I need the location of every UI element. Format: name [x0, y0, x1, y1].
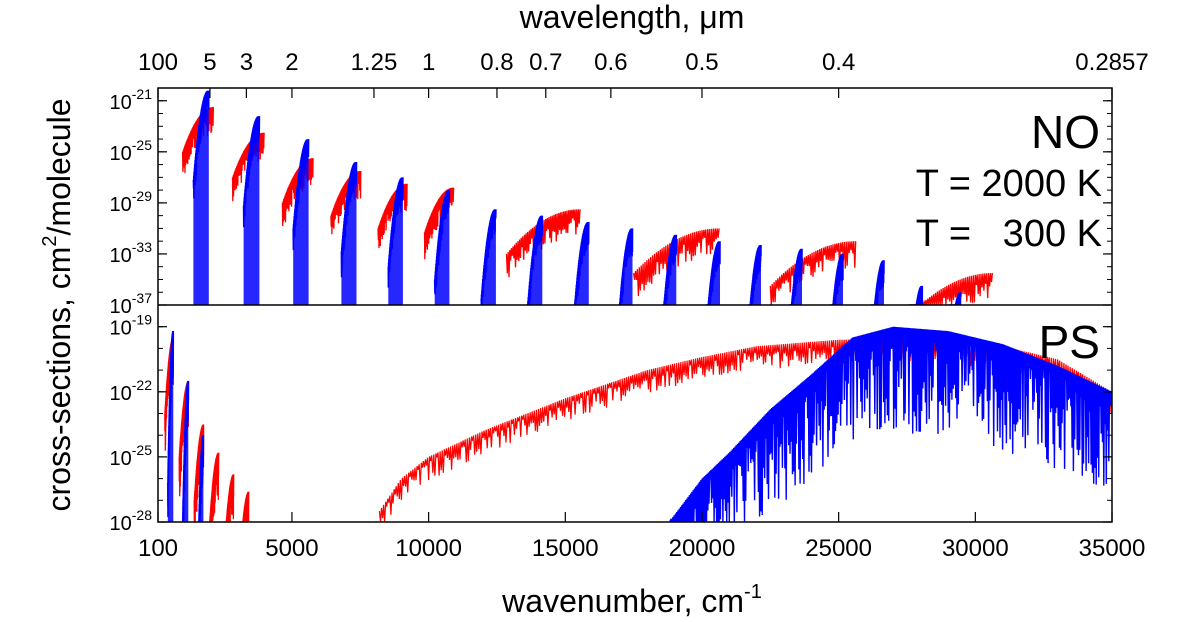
y-tick-label: 10-21 — [110, 86, 153, 114]
top-tick-label: 3 — [240, 49, 253, 76]
continuum-ps-cold — [669, 326, 1112, 522]
band-fill-ps-2 — [197, 435, 204, 522]
plot-area-no — [181, 90, 994, 305]
band-ps-hot-5 — [239, 491, 250, 522]
band-fill-no-4 — [388, 177, 403, 305]
top-axis-title: wavelength, μm — [519, 0, 745, 35]
y-tick-base: 10 — [110, 92, 132, 114]
top-axis-ticks: 100 5 3 2 1.25 1 0.8 0.7 0.6 0.5 0.4 0.2857 — [138, 49, 1149, 98]
x-axis-title-main: wavenumber, cm — [501, 583, 744, 619]
y-axis-title-main: cross-sections, cm — [41, 247, 77, 512]
series-no-300k — [192, 90, 962, 305]
band-fill-ps-0 — [167, 331, 174, 522]
y-tick-exp: -29 — [132, 188, 152, 204]
band-fill-no-2 — [293, 139, 309, 305]
y-tick-base: 10 — [110, 245, 132, 267]
y-tick-exp: -28 — [132, 507, 152, 523]
y-tick-base: 10 — [110, 448, 132, 470]
band-fill-no-14 — [829, 253, 843, 305]
top-tick-label: 0.6 — [594, 49, 627, 76]
x-tick-label: 15000 — [532, 535, 599, 562]
x-tick-label: 5000 — [265, 535, 318, 562]
y-axis-title: cross-sections, cm2/molecule — [39, 98, 77, 511]
y-tick-exp: -22 — [132, 377, 152, 393]
y-tick-label: 10-25 — [110, 442, 153, 470]
band-fill-no-9 — [618, 228, 633, 305]
top-tick-label: 0.8 — [480, 49, 513, 76]
top-tick-label: 100 — [138, 49, 178, 76]
top-tick-label: 0.4 — [822, 49, 855, 76]
y-tick-label: 10-22 — [110, 377, 153, 405]
band-fill-no-5 — [434, 190, 450, 305]
x-axis-title-sup: -1 — [744, 581, 762, 603]
x-axis-title: wavenumber, cm-1 — [501, 581, 762, 619]
top-tick-label: 1 — [422, 49, 435, 76]
legend-entry-300k: T = 300 K — [916, 213, 1102, 255]
y-axis-title-sup: 2 — [39, 235, 61, 246]
x-tick-label: 100 — [138, 535, 178, 562]
band-fill-no-10 — [662, 234, 677, 305]
band-no-hot-6 — [505, 209, 581, 278]
y-tick-label: 10-37 — [110, 290, 153, 318]
band-fill-no-11 — [706, 241, 720, 305]
y-tick-exp: -19 — [132, 312, 152, 328]
top-tick-label: 0.2857 — [1075, 49, 1148, 76]
x-tick-label: 25000 — [805, 535, 872, 562]
band-fill-no-12 — [747, 245, 761, 305]
x-tick-label: 10000 — [395, 535, 462, 562]
plot-area-ps — [164, 326, 1112, 522]
band-fill-no-6 — [481, 209, 496, 305]
band-fill-no-17 — [948, 292, 961, 305]
series-ps-300k — [167, 326, 1112, 522]
band-fill-no-3 — [341, 162, 357, 305]
y-tick-base: 10 — [110, 318, 132, 340]
top-tick-label: 1.25 — [351, 49, 398, 76]
panel-label-ps: PS — [1039, 316, 1100, 368]
y-tick-label: 10-19 — [110, 312, 153, 340]
band-ps-hot-3 — [209, 452, 220, 522]
y-axis-title-rest: /molecule — [41, 98, 77, 235]
band-fill-no-7 — [527, 215, 543, 305]
y-tick-label: 10-33 — [110, 239, 153, 267]
y-tick-exp: -33 — [132, 239, 152, 255]
x-tick-label: 20000 — [669, 535, 736, 562]
panel-label-no: NO — [1031, 106, 1100, 158]
y-tick-exp: -21 — [132, 86, 152, 102]
band-fill-no-8 — [574, 222, 589, 305]
band-no-hot-9 — [907, 273, 994, 305]
band-ps-hot-4 — [224, 474, 235, 522]
y-tick-base: 10 — [110, 143, 132, 165]
band-fill-no-16 — [909, 285, 923, 305]
band-fill-no-0 — [193, 90, 209, 305]
y-tick-base: 10 — [110, 513, 132, 535]
top-tick-label: 2 — [285, 49, 298, 76]
y-tick-base: 10 — [110, 383, 132, 405]
top-tick-label: 0.5 — [685, 49, 718, 76]
x-tick-label: 35000 — [1079, 535, 1146, 562]
y-tick-exp: -37 — [132, 290, 152, 306]
y-tick-base: 10 — [110, 296, 132, 318]
y-tick-exp: -25 — [132, 442, 152, 458]
y-tick-label: 10-25 — [110, 137, 153, 165]
legend-entry-2000k: T = 2000 K — [916, 163, 1102, 205]
y-tick-exp: -25 — [132, 137, 152, 153]
band-fill-no-13 — [788, 248, 802, 305]
band-fill-ps-1 — [182, 380, 189, 522]
band-no-hot-8 — [769, 241, 857, 305]
top-tick-label: 5 — [203, 49, 216, 76]
band-fill-no-15 — [870, 260, 884, 305]
y-tick-base: 10 — [110, 194, 132, 216]
y-tick-label: 10-29 — [110, 188, 153, 216]
band-fill-no-1 — [243, 116, 260, 305]
bottom-axis-ticks: 100 5000 10000 15000 20000 25000 30000 35000 — [138, 512, 1145, 562]
y-tick-label: 10-28 — [110, 507, 153, 535]
x-tick-label: 30000 — [942, 535, 1009, 562]
top-tick-label: 0.7 — [529, 49, 562, 76]
